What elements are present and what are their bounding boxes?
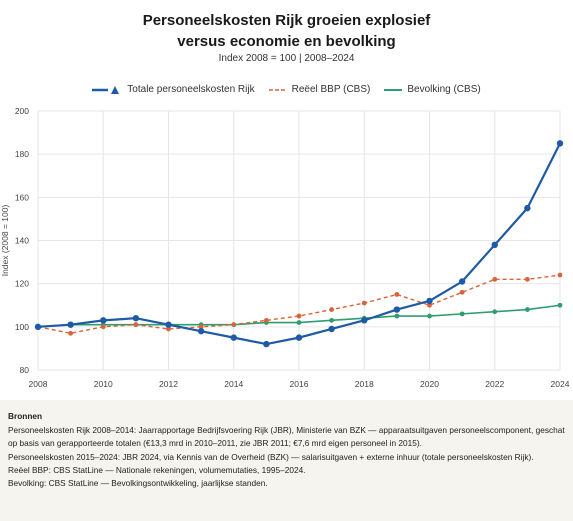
legend-item-bbp: Reëel BBP (CBS) bbox=[268, 84, 371, 95]
data-point-series-1 bbox=[459, 289, 465, 295]
x-tick-label: 2020 bbox=[420, 379, 439, 389]
source-line-3: Reëel BBP: CBS StatLine — Nationale reke… bbox=[8, 464, 306, 475]
data-point-series-0 bbox=[295, 334, 303, 341]
x-tick-label: 2016 bbox=[290, 379, 309, 389]
data-point-series-0 bbox=[491, 241, 498, 249]
legend-population-label: Bevolking (CBS) bbox=[407, 84, 481, 95]
data-point-series-0 bbox=[361, 317, 368, 324]
data-point-series-0 bbox=[524, 204, 531, 212]
x-tick-label: 2008 bbox=[29, 379, 48, 389]
data-point-series-0 bbox=[328, 325, 335, 333]
data-point-series-0 bbox=[393, 306, 401, 313]
legend-personnel-label: Totale personeelskosten Rijk bbox=[127, 84, 255, 95]
source-line-2: Personeelskosten 2015–2024: JBR 2024, vi… bbox=[8, 451, 534, 462]
y-tick-label: 200 bbox=[15, 106, 29, 116]
x-tick-label: 2010 bbox=[94, 379, 113, 389]
data-point-series-1 bbox=[329, 307, 335, 312]
data-point-series-0 bbox=[100, 317, 107, 324]
data-point-series-2 bbox=[524, 307, 530, 312]
x-tick-label: 2022 bbox=[485, 379, 504, 389]
line-chart: 80 100 120 140 160 180 200 2008 2010 2012 2014 2016… bbox=[0, 106, 570, 389]
y-tick-label: 120 bbox=[15, 279, 29, 289]
data-point-series-0 bbox=[263, 340, 270, 348]
legend-population-swatch bbox=[384, 88, 403, 91]
series-line-1 bbox=[37, 274, 561, 335]
data-point-series-2 bbox=[427, 313, 432, 319]
y-tick-label: 160 bbox=[15, 192, 29, 202]
y-tick-label: 140 bbox=[15, 236, 29, 246]
x-tick-label: 2024 bbox=[551, 379, 570, 389]
data-point-series-0 bbox=[230, 334, 237, 341]
data-point-series-0 bbox=[67, 321, 74, 328]
data-point-series-1 bbox=[557, 272, 563, 278]
chart-legend: Totale personeelskosten Rijk Reëel BBP (… bbox=[0, 84, 573, 95]
data-point-series-1 bbox=[427, 302, 432, 308]
x-tick-label: 2014 bbox=[224, 379, 243, 389]
sources-panel: Bronnen Personeelskosten Rijk 2008–2014:… bbox=[0, 400, 573, 521]
data-point-series-0 bbox=[458, 278, 466, 285]
y-tick-label: 80 bbox=[20, 365, 30, 375]
data-point-series-1 bbox=[68, 330, 74, 336]
legend-bbp-label: Reëel BBP (CBS) bbox=[291, 84, 371, 95]
chart-title: Personeelskosten Rijk groeien explosief … bbox=[0, 10, 573, 52]
data-point-series-1 bbox=[231, 322, 237, 328]
y-tick-label: 100 bbox=[15, 322, 29, 332]
data-point-series-0 bbox=[165, 321, 172, 328]
data-point-series-0 bbox=[34, 323, 42, 331]
legend-item-population: Bevolking (CBS) bbox=[384, 84, 481, 95]
data-point-series-2 bbox=[296, 320, 302, 325]
data-point-series-2 bbox=[329, 317, 335, 323]
source-line-1: Personeelskosten Rijk 2008–2014: Jaarrap… bbox=[8, 425, 565, 449]
source-line-4: Bevolking: CBS StatLine — Bevolkingsontw… bbox=[8, 478, 268, 489]
data-point-series-1 bbox=[133, 322, 139, 328]
x-tick-label: 2018 bbox=[355, 379, 374, 389]
data-point-series-1 bbox=[296, 313, 302, 319]
y-axis-label: Index (2008 = 100) bbox=[0, 205, 10, 277]
data-point-series-2 bbox=[492, 309, 498, 315]
data-point-series-1 bbox=[361, 300, 367, 306]
data-point-series-1 bbox=[166, 326, 171, 332]
data-point-series-1 bbox=[100, 324, 106, 330]
data-point-series-0 bbox=[197, 327, 205, 335]
sources-heading: Bronnen bbox=[8, 411, 43, 421]
data-point-series-0 bbox=[426, 297, 433, 305]
chart-subtitle: Index 2008 = 100 | 2008–2024 bbox=[218, 53, 355, 64]
legend-personnel-swatch bbox=[92, 85, 120, 94]
data-point-series-1 bbox=[524, 276, 530, 282]
data-point-series-2 bbox=[459, 311, 465, 317]
chart-title-line1: Personeelskosten Rijk groeien explosief bbox=[142, 12, 431, 29]
data-point-series-1 bbox=[263, 317, 269, 323]
legend-bbp-swatch bbox=[268, 88, 287, 91]
x-tick-label: 2012 bbox=[159, 379, 178, 389]
data-point-series-1 bbox=[394, 292, 400, 297]
data-point-series-1 bbox=[492, 276, 498, 282]
data-point-series-2 bbox=[394, 313, 400, 319]
data-point-series-0 bbox=[132, 315, 140, 322]
data-point-series-2 bbox=[557, 302, 563, 308]
chart-title-line2: versus economie en bevolking bbox=[177, 33, 396, 50]
data-point-series-0 bbox=[556, 140, 564, 147]
legend-item-personnel: Totale personeelskosten Rijk bbox=[92, 84, 255, 95]
data-point-series-1 bbox=[198, 324, 204, 330]
y-tick-label: 180 bbox=[15, 149, 29, 159]
